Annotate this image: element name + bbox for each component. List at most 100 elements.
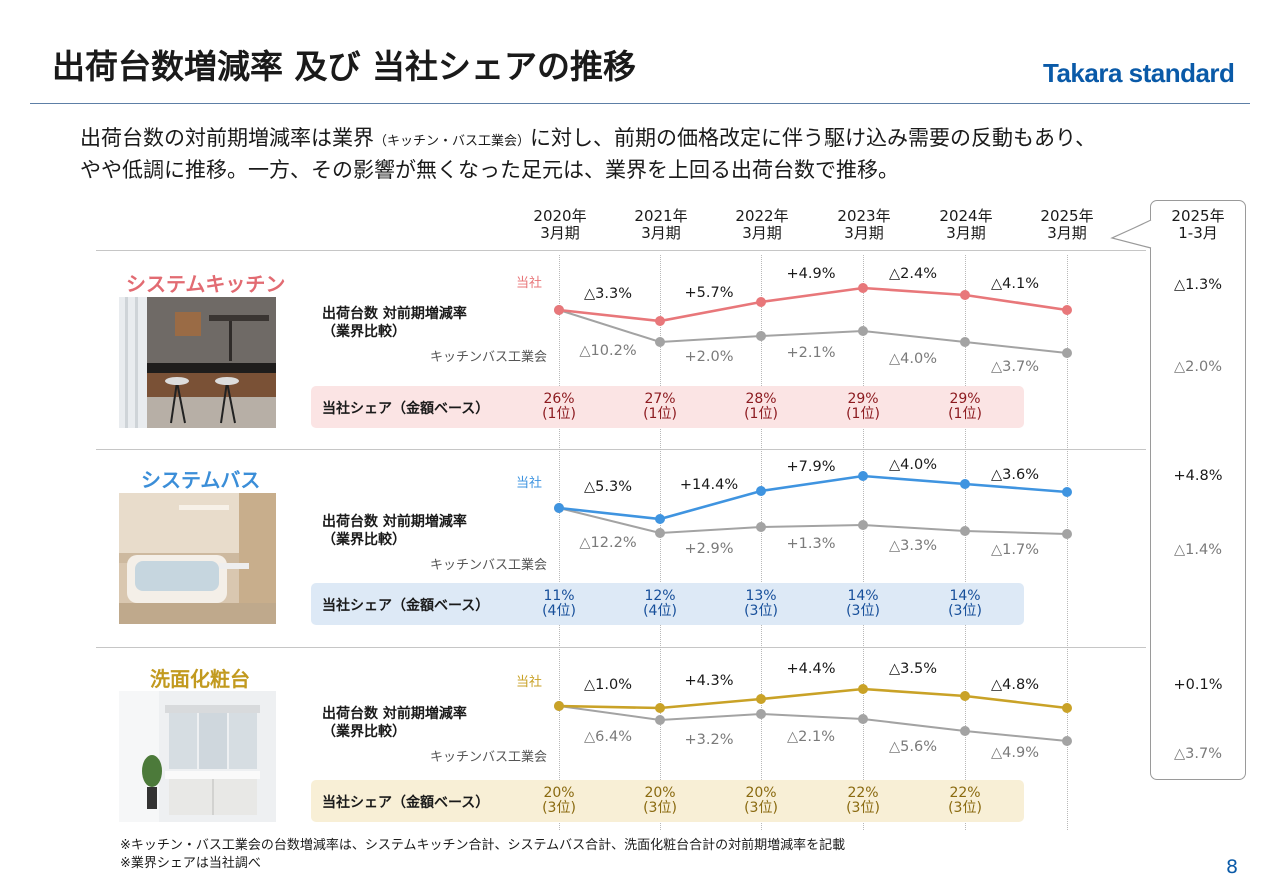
share-rank: (3位): [744, 800, 778, 816]
share-title: 当社シェア（金額ベース）: [322, 401, 490, 417]
latest-company-value: +0.1%: [1173, 677, 1223, 693]
metric-label: 出荷台数 対前期増減率 （業界比較）: [322, 514, 467, 548]
industry-data-point: [960, 337, 970, 347]
latest-company-value: +4.8%: [1173, 468, 1223, 484]
company-value-label: △3.5%: [889, 661, 937, 677]
industry-data-point: [1062, 529, 1072, 539]
year-gridline: [660, 255, 661, 830]
share-percent: 22%: [847, 785, 879, 801]
page-title: 出荷台数増減率 及び 当社シェアの推移: [52, 47, 636, 86]
year-gridline: [761, 255, 762, 830]
section-divider: [96, 449, 1146, 450]
share-percent: 29%: [847, 391, 879, 407]
latest-industry-value: △3.7%: [1174, 746, 1222, 762]
industry-data-point: [1062, 736, 1072, 746]
share-percent: 29%: [949, 391, 981, 407]
share-rank: (3位): [846, 603, 880, 619]
company-value-label: △4.0%: [889, 457, 937, 473]
industry-data-point: [960, 526, 970, 536]
share-percent: 26%: [543, 391, 575, 407]
industry-data-point: [858, 714, 868, 724]
callout-pointer: [1110, 219, 1152, 249]
company-label: 当社: [516, 675, 543, 690]
company-data-point: [554, 503, 564, 513]
segment-title-bath: システムバス: [141, 468, 261, 492]
company-value-label: △1.0%: [584, 677, 632, 693]
latest-industry-value: △1.4%: [1174, 542, 1222, 558]
share-cell: 28% (1位): [721, 392, 801, 422]
year-header-2023: 2023年 3月期: [837, 207, 891, 242]
share-cell: 29% (1位): [925, 392, 1005, 422]
company-data-point: [655, 514, 665, 524]
latest-quarter-callout: [1150, 200, 1246, 780]
share-cell: 20% (3位): [519, 786, 599, 816]
industry-data-point: [1062, 348, 1072, 358]
company-data-point: [756, 694, 766, 704]
share-cell: 27% (1位): [620, 392, 700, 422]
share-rank: (4位): [643, 603, 677, 619]
company-value-label: +4.9%: [786, 266, 836, 282]
industry-value-label: △10.2%: [579, 343, 637, 359]
company-label: 当社: [516, 476, 543, 491]
share-rank: (3位): [643, 800, 677, 816]
share-rank: (1位): [643, 406, 677, 422]
brand-logo: Takara standard: [1043, 58, 1235, 88]
share-cell: 29% (1位): [823, 392, 903, 422]
segment-title-vanity: 洗面化粧台: [150, 667, 250, 691]
share-cell: 22% (3位): [925, 786, 1005, 816]
share-percent: 11%: [543, 588, 575, 604]
share-band: [311, 780, 1024, 822]
vanity-photo: [119, 691, 276, 822]
industry-data-point: [655, 337, 665, 347]
industry-label: キッチンバス工業会: [430, 350, 548, 365]
industry-series-line: [558, 309, 1068, 354]
year-header-2024: 2024年 3月期: [939, 207, 993, 242]
company-data-point: [960, 479, 970, 489]
share-percent: 14%: [949, 588, 981, 604]
kitchen-photo: [119, 297, 276, 428]
share-percent: 20%: [543, 785, 575, 801]
share-rank: (4位): [542, 603, 576, 619]
bath-photo: [119, 493, 276, 624]
company-data-point: [554, 701, 564, 711]
company-data-point: [858, 471, 868, 481]
industry-value-label: △6.4%: [584, 729, 632, 745]
company-value-label: △3.6%: [991, 467, 1039, 483]
section-divider: [96, 647, 1146, 648]
share-rank: (1位): [542, 406, 576, 422]
company-value-label: +5.7%: [684, 285, 734, 301]
year-header-2020: 2020年 3月期: [533, 207, 587, 242]
year-header-2025: 2025年 3月期: [1040, 207, 1094, 242]
year-header-2022: 2022年 3月期: [735, 207, 789, 242]
company-data-point: [858, 283, 868, 293]
company-value-label: +4.3%: [684, 673, 734, 689]
share-rank: (1位): [744, 406, 778, 422]
share-band: [311, 583, 1024, 625]
share-cell: 14% (3位): [823, 589, 903, 619]
industry-value-label: +2.0%: [684, 349, 734, 365]
industry-data-point: [858, 326, 868, 336]
company-value-label: +7.9%: [786, 459, 836, 475]
industry-series-line: [558, 507, 1068, 535]
company-value-label: △4.1%: [991, 276, 1039, 292]
industry-data-point: [756, 331, 766, 341]
footnote: ※キッチン・バス工業会の台数増減率は、システムキッチン合計、システムバス合計、洗…: [120, 838, 846, 853]
industry-value-label: +3.2%: [684, 732, 734, 748]
share-cell: 12% (4位): [620, 589, 700, 619]
industry-value-label: △1.7%: [991, 542, 1039, 558]
share-cell: 20% (3位): [620, 786, 700, 816]
industry-data-point: [960, 726, 970, 736]
share-rank: (3位): [744, 603, 778, 619]
industry-value-label: △5.6%: [889, 739, 937, 755]
share-cell: 22% (3位): [823, 786, 903, 816]
latest-company-value: △1.3%: [1174, 277, 1222, 293]
share-rank: (3位): [542, 800, 576, 816]
metric-label: 出荷台数 対前期増減率 （業界比較）: [322, 306, 467, 340]
year-gridline: [1067, 255, 1068, 830]
industry-value-label: △3.3%: [889, 538, 937, 554]
share-rank: (3位): [948, 603, 982, 619]
year-header-2021: 2021年 3月期: [634, 207, 688, 242]
company-value-label: △3.3%: [584, 286, 632, 302]
industry-label: キッチンバス工業会: [430, 750, 548, 765]
